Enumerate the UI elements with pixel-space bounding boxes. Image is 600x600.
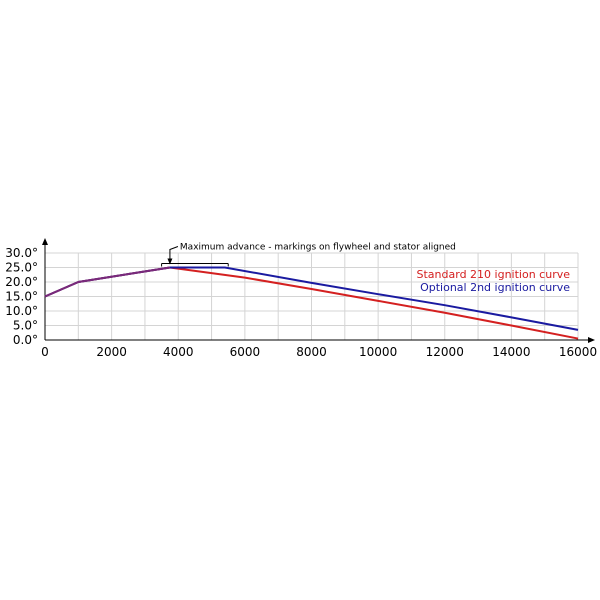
- legend-entry-0: Standard 210 ignition curve: [417, 268, 571, 281]
- annotation-label: Maximum advance - markings on flywheel a…: [180, 243, 456, 253]
- x-tick-label: 14000: [492, 345, 530, 359]
- y-tick-label: 15.0°: [5, 290, 38, 304]
- y-axis-arrow: [42, 238, 48, 245]
- y-tick-label: 10.0°: [5, 304, 38, 318]
- shared-curve-segment: [44, 266, 171, 298]
- x-tick-label: 6000: [230, 345, 261, 359]
- max-advance-annotation: Maximum advance - markings on flywheel a…: [161, 243, 456, 267]
- y-axis-tick-labels: 0.0°5.0°10.0°15.0°20.0°25.0°30.0°: [5, 246, 38, 347]
- x-tick-label: 2000: [96, 345, 127, 359]
- y-tick-label: 25.0°: [5, 261, 38, 275]
- y-tick-label: 0.0°: [13, 333, 38, 347]
- y-tick-label: 5.0°: [13, 319, 38, 333]
- x-tick-label: 0: [41, 345, 49, 359]
- y-tick-label: 30.0°: [5, 246, 38, 260]
- x-tick-label: 4000: [163, 345, 194, 359]
- x-axis-arrow: [588, 337, 595, 343]
- grid: [44, 252, 579, 341]
- x-axis-tick-labels: 0 2000 4000 6000 8000 10000 12000 14000 16000: [41, 345, 597, 359]
- legend-entry-1: Optional 2nd ignition curve: [420, 281, 570, 294]
- x-tick-label: 12000: [426, 345, 464, 359]
- annotation-arrowhead: [167, 258, 173, 265]
- x-tick-label: 10000: [359, 345, 397, 359]
- series-lines: [44, 266, 579, 340]
- x-tick-label: 16000: [559, 345, 597, 359]
- y-tick-label: 20.0°: [5, 275, 38, 289]
- x-tick-label: 8000: [296, 345, 327, 359]
- axes: [42, 238, 595, 343]
